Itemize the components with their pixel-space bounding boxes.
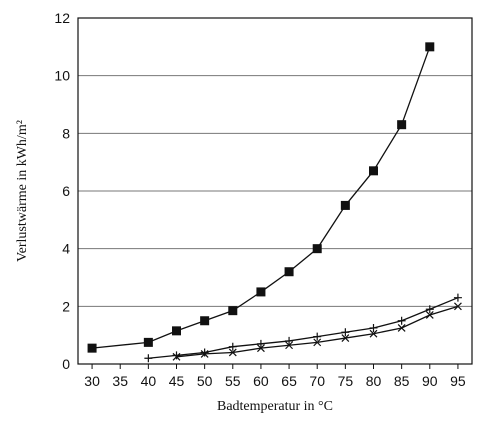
x-tick-label: 45 [169,373,185,389]
marker [143,337,153,347]
marker [312,244,322,254]
y-tick-label: 2 [62,298,70,314]
marker [341,328,350,337]
x-tick-label: 60 [253,373,269,389]
marker [369,329,378,338]
marker [313,332,322,341]
x-tick-label: 65 [281,373,297,389]
y-tick-label: 10 [54,68,70,84]
x-axis-label: Badtemperatur in °C [217,399,333,414]
marker [200,349,209,358]
x-tick-label: 40 [141,373,157,389]
marker [284,267,294,277]
marker [397,324,406,332]
x-tick-label: 50 [197,373,213,389]
marker [340,200,350,210]
y-tick-label: 8 [62,125,70,141]
marker [454,302,462,311]
series-line [148,297,459,359]
marker [369,323,378,332]
marker [257,344,265,353]
marker [313,338,322,347]
marker [172,326,181,336]
marker [256,339,265,348]
marker [200,348,209,357]
y-axis-label: Verlustwärme in kWh/m² [15,120,30,262]
marker [87,343,97,353]
marker [397,316,406,325]
x-tick-label: 85 [394,373,410,389]
marker [341,334,350,342]
marker [172,351,181,360]
y-tick-label: 0 [62,356,70,372]
marker [453,293,462,302]
marker [200,316,210,326]
marker [425,42,435,52]
marker [228,342,237,351]
marker [228,348,237,357]
x-tick-label: 30 [84,373,100,389]
x-tick-label: 90 [422,373,438,389]
x-tick-label: 35 [112,373,128,389]
x-tick-label: 70 [309,373,325,389]
marker [425,305,434,314]
marker [228,306,238,316]
plot-frame [77,17,473,365]
marker [397,120,407,130]
series-line [92,46,431,349]
marker [144,354,153,363]
marker [369,166,378,176]
marker [256,287,266,297]
marker [425,311,434,319]
x-tick-label: 95 [450,373,466,389]
y-tick-label: 6 [62,183,70,199]
x-tick-label: 55 [225,373,241,389]
marker [172,352,181,361]
y-tick-label: 12 [54,10,70,26]
marker [285,336,294,345]
x-tick-label: 75 [338,373,354,389]
marker [285,341,293,350]
y-tick-label: 4 [62,241,70,257]
x-tick-label: 80 [366,373,382,389]
